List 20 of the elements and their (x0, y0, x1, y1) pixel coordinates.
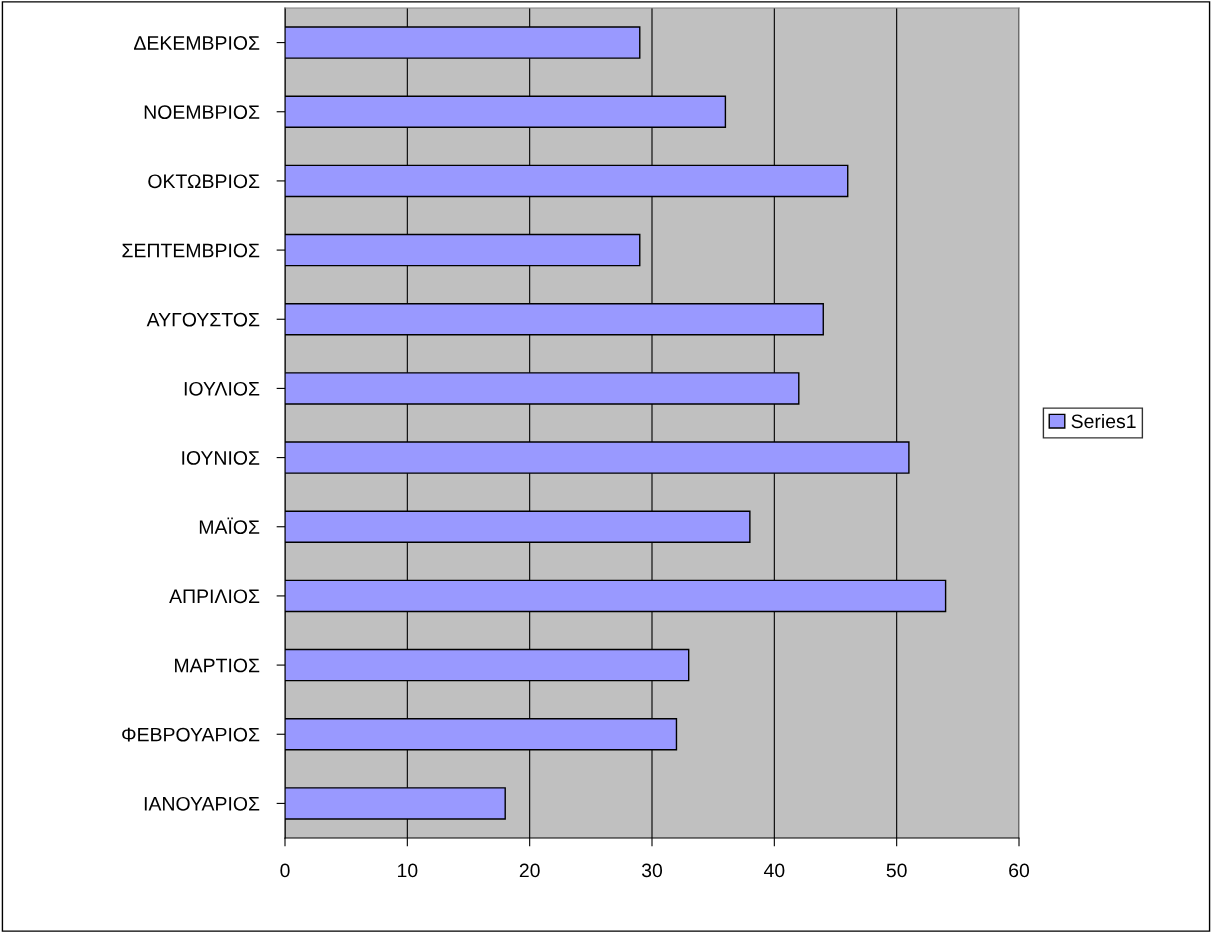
y-tick-label: ΙΑΝΟΥΑΡΙΟΣ (144, 796, 260, 811)
x-tick-label: 0 (280, 863, 290, 878)
x-tick-label: 20 (519, 863, 540, 878)
y-tick-label: ΝΟΕΜΒΡΙΟΣ (144, 105, 260, 119)
y-tick-label: ΟΚΤΩΒΡΙΟΣ (148, 174, 260, 189)
y-tick-label: ΦΕΒΡΟΥΑΡΙΟΣ (122, 727, 260, 742)
x-tick-label: 60 (1009, 863, 1030, 878)
y-tick-label: ΙΟΥΝΙΟΣ (182, 451, 260, 465)
y-tick-label: ΜΑΪΟΣ (199, 517, 260, 534)
x-tick-label: 10 (398, 863, 418, 878)
y-tick-label: ΑΠΡΙΛΙΟΣ (169, 589, 260, 604)
y-tick-label: ΔΕΚΕΜΒΡΙΟΣ (134, 36, 260, 50)
x-tick-label: 30 (641, 863, 663, 878)
x-tick-label: 50 (886, 863, 907, 878)
legend-label: Series1 (1071, 413, 1136, 429)
y-tick-label: ΜΑΡΤΙΟΣ (175, 658, 260, 673)
y-tick-label: ΑΥΓΟΥΣΤΟΣ (146, 312, 260, 327)
y-tick-label: ΣΕΠΤΕΜΒΡΙΟΣ (122, 243, 260, 258)
y-tick-label: ΙΟΥΛΙΟΣ (184, 381, 260, 396)
x-tick-label: 40 (763, 863, 785, 878)
